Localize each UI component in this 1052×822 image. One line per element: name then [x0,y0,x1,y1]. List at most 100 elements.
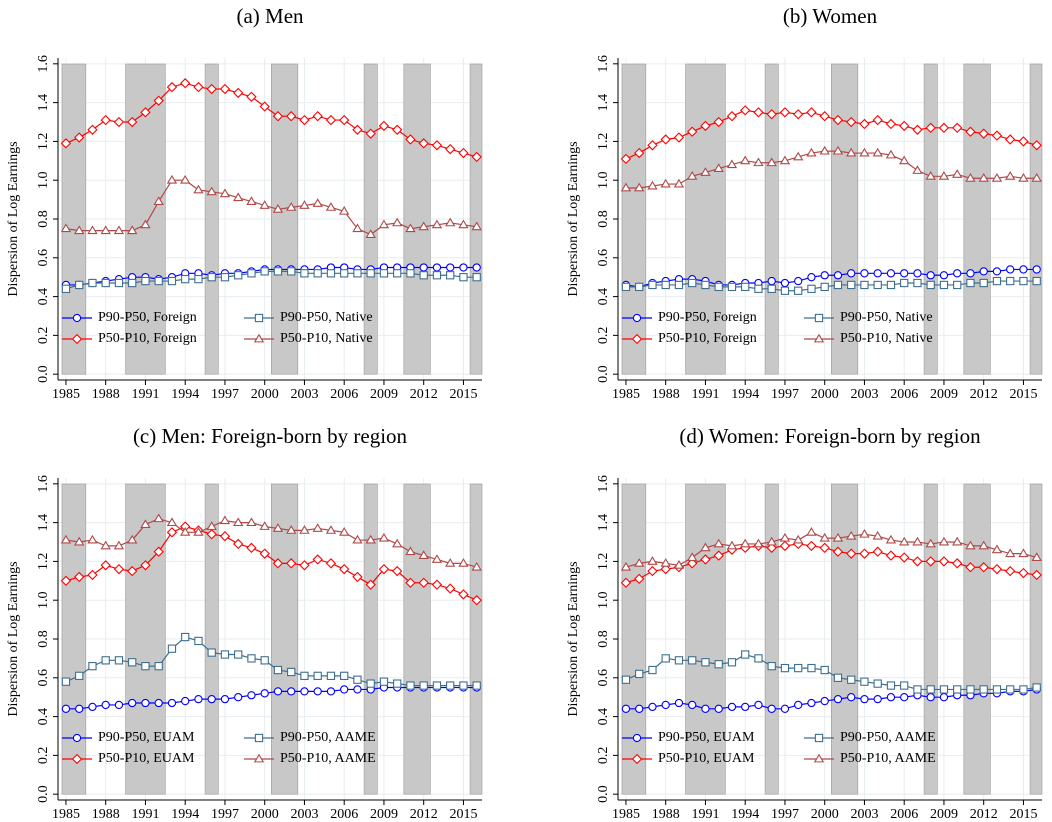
marker [180,527,191,536]
marker [832,546,844,557]
legend-label: P90-P50, EUAM [658,730,755,745]
marker [992,276,1002,286]
marker [247,691,256,700]
marker [687,552,698,561]
y-tick-label: 0.4 [596,708,611,726]
marker [859,548,870,559]
legend-label: P50-P10, EUAM [658,751,755,766]
marker [100,540,111,550]
x-tick-label: 2003 [850,807,878,822]
marker [926,280,935,290]
marker [472,263,481,272]
marker [167,644,177,653]
marker [471,561,482,571]
marker [753,157,764,167]
marker [620,577,632,588]
marker [885,534,897,544]
marker [233,517,244,527]
marker [260,689,269,698]
marker [406,681,415,690]
marker [754,654,763,663]
y-tick-label: 1.0 [36,171,51,189]
marker [819,145,830,155]
marker [458,589,469,600]
y-tick-label: 0.8 [36,630,51,648]
marker [979,278,988,288]
marker [819,111,830,122]
marker [661,280,670,290]
marker [472,681,481,690]
marker [913,278,922,288]
marker [60,138,72,149]
marker [859,528,870,538]
marker [259,548,270,559]
marker [325,114,337,126]
marker [938,536,950,546]
legend-label: P90-P50, EUAM [98,730,195,745]
marker [819,532,830,542]
marker [965,172,976,182]
marker [900,693,909,702]
marker [378,563,390,575]
y-tick-label: 1.2 [596,133,611,151]
marker [806,147,817,157]
shaded-period [1029,63,1043,375]
marker [446,263,455,272]
marker [634,558,645,567]
marker [660,134,671,145]
x-tick-label: 2003 [850,387,878,402]
marker [287,667,296,677]
marker [300,269,309,278]
marker [926,271,935,280]
marker [431,140,443,151]
marker [378,219,390,229]
y-tick-label: 0.8 [596,210,611,228]
marker [647,140,658,151]
marker [352,571,363,583]
marker [621,675,631,684]
marker [140,219,151,229]
marker [820,282,829,292]
marker [313,687,322,696]
marker [847,280,856,290]
marker [991,172,1003,182]
marker [365,579,376,590]
marker [287,687,296,696]
marker [807,698,816,708]
shaded-period [764,483,779,795]
shaded-period [125,483,166,795]
marker [74,225,85,235]
marker [673,178,685,188]
marker [1018,548,1029,558]
marker [991,563,1003,575]
shaded-period [831,483,859,795]
marker [128,658,137,667]
marker [88,662,97,671]
y-tick-label: 0.0 [596,365,611,383]
marker [194,636,203,646]
marker [634,182,645,192]
marker [1019,276,1028,286]
x-tick-label: 1985 [612,387,640,402]
marker [939,685,949,694]
marker [767,284,776,293]
marker [846,548,857,559]
panel: 0.0 0.2 0.4 0.6 0.8 1.0 1.2 1.4 1.6 1985 1988 1991 1… [6,424,483,822]
marker [687,558,698,569]
marker [832,145,844,155]
marker [952,558,963,569]
marker [635,282,644,292]
x-tick-label: 1997 [771,387,799,402]
marker [966,685,975,694]
marker [926,685,935,694]
marker [219,83,231,95]
chart-title: (a) Men [236,4,304,28]
marker [807,284,816,293]
marker [899,120,910,132]
marker [872,546,883,557]
marker [939,280,949,290]
marker [794,286,803,295]
marker [273,687,283,696]
marker [260,267,269,276]
x-tick-label: 1997 [771,807,799,822]
